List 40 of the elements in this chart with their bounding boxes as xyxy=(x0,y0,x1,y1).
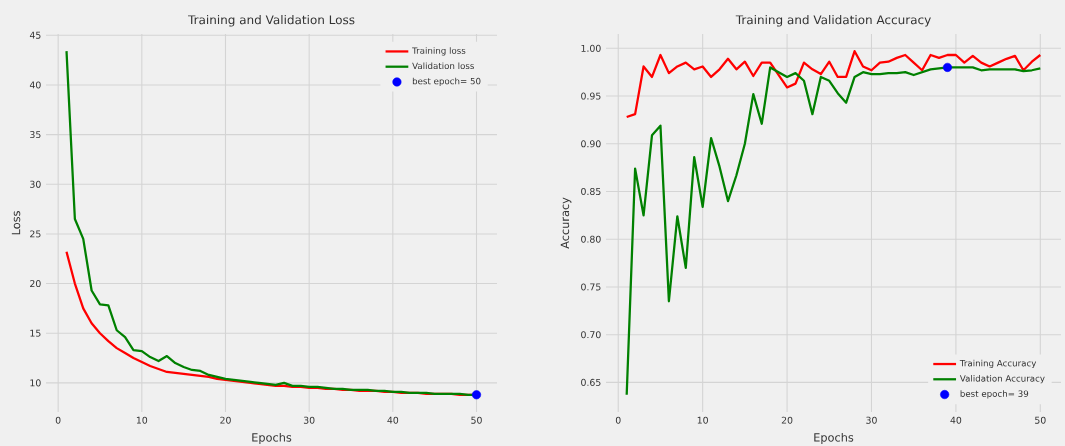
y-tick-label: 30 xyxy=(30,180,41,188)
x-tick-label: 40 xyxy=(387,416,399,424)
x-tick-label: 30 xyxy=(303,416,315,424)
x-tick-label: 50 xyxy=(1035,416,1046,424)
y-tick-label: 0.85 xyxy=(581,187,601,196)
x-tick-label: 30 xyxy=(866,416,877,424)
y-tick-label: 15 xyxy=(30,329,41,337)
y-tick-label: 0.90 xyxy=(581,140,601,148)
y-tick-label: 1.00 xyxy=(581,44,601,52)
y-tick-label: 10 xyxy=(30,379,41,387)
chart-title: Training and Validation Accuracy xyxy=(735,15,931,27)
y-axis-title: Accuracy xyxy=(560,197,572,249)
x-tick-label: 50 xyxy=(471,416,482,424)
chart-title: Training and Validation Loss xyxy=(187,15,355,27)
y-tick-label: 0.95 xyxy=(581,92,601,100)
legend-label: Validation loss xyxy=(412,62,474,70)
x-tick-label: 10 xyxy=(697,416,708,424)
y-tick-label: 45 xyxy=(29,31,41,39)
x-tick-label: 20 xyxy=(220,416,231,424)
legend-label: Training loss xyxy=(412,47,466,56)
y-tick-label: 0.70 xyxy=(581,331,601,339)
y-tick-label: 20 xyxy=(30,280,41,288)
x-tick-label: 0 xyxy=(615,416,621,424)
legend-label: Validation Accuracy xyxy=(959,374,1045,384)
x-tick-label: 20 xyxy=(781,416,793,424)
y-axis-title: Loss xyxy=(11,211,21,235)
x-axis-title: Epochs xyxy=(252,432,292,444)
x-tick-label: 10 xyxy=(136,416,148,424)
y-tick-label: 0.75 xyxy=(581,283,601,291)
y-tick-label: 35 xyxy=(30,131,41,139)
legend-label: best epoch= 39 xyxy=(960,390,1029,399)
x-tick-label: 0 xyxy=(55,416,61,424)
x-axis-title: Epochs xyxy=(814,432,854,444)
y-tick-label: 40 xyxy=(29,81,41,89)
legend-label: best epoch= 50 xyxy=(412,77,481,87)
x-tick-label: 40 xyxy=(950,416,962,424)
y-tick-label: 25 xyxy=(30,230,41,238)
y-tick-label: 0.65 xyxy=(581,378,601,386)
y-tick-label: 0.80 xyxy=(581,235,601,243)
legend-label: Training Accuracy xyxy=(959,359,1037,369)
